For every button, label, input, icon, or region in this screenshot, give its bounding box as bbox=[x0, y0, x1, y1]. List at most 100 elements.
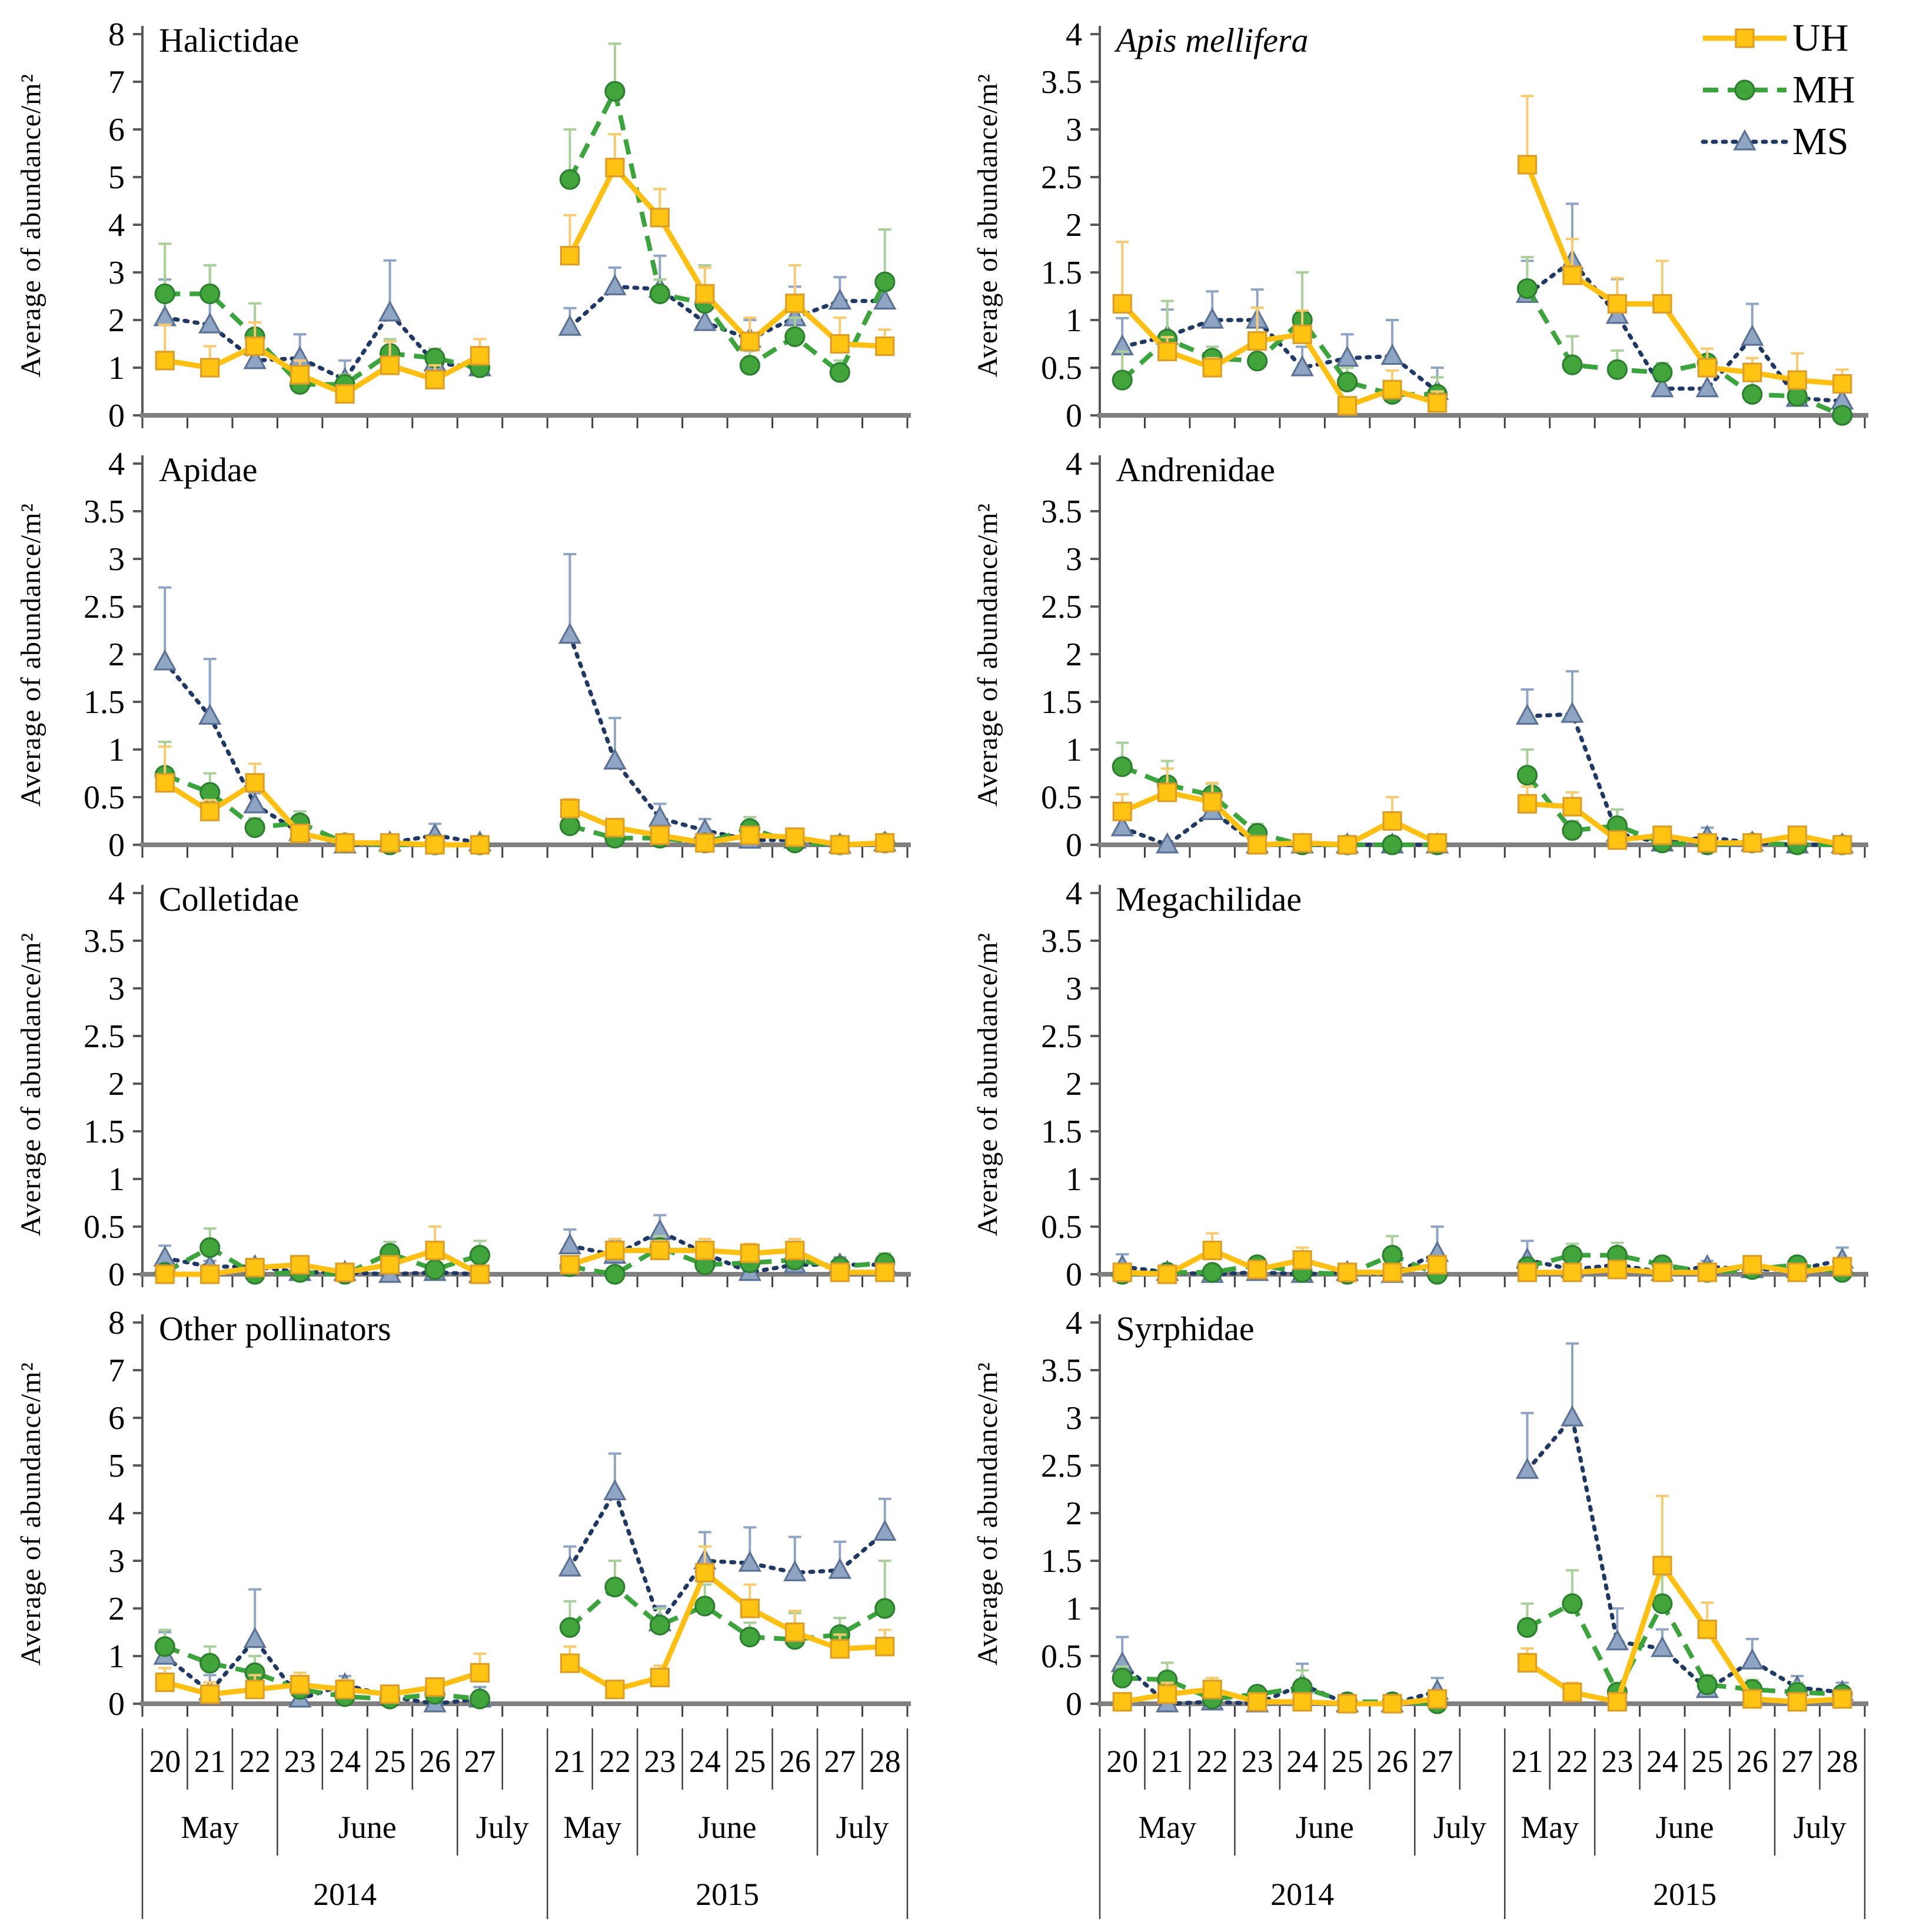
MS-marker bbox=[243, 348, 267, 369]
UH-marker bbox=[740, 825, 760, 845]
UH-marker bbox=[470, 835, 490, 855]
UH-marker bbox=[875, 1263, 895, 1283]
UH-marker bbox=[605, 1680, 625, 1700]
MS-marker bbox=[1290, 355, 1314, 377]
MS-marker bbox=[1605, 1629, 1629, 1651]
week-label: 26 bbox=[1376, 1744, 1408, 1779]
year-label: 2014 bbox=[1270, 1877, 1334, 1912]
y-tick-label: 4 bbox=[1066, 875, 1082, 912]
MH-marker bbox=[1516, 765, 1538, 786]
panel-megachilidae: Average of abundance/m² 0 0.5 1 1.5 2 2.5 3 3.5 4… bbox=[964, 870, 1913, 1299]
MH-marker bbox=[874, 1598, 896, 1619]
y-axis-label-text: Average of abundance/m² bbox=[15, 932, 46, 1237]
week-label: 24 bbox=[1646, 1744, 1678, 1779]
MS-marker bbox=[153, 649, 177, 671]
MH-marker bbox=[604, 1264, 626, 1285]
UH-marker bbox=[560, 1653, 580, 1673]
MS-marker bbox=[603, 1479, 627, 1501]
plot-area-apidae: 0 0.5 1 1.5 2 2.5 3 3.5 4 Apidae bbox=[54, 440, 913, 870]
UH-marker bbox=[1697, 1263, 1717, 1283]
y-tick-label: 1.5 bbox=[84, 1114, 125, 1150]
UH-marker bbox=[335, 1263, 355, 1283]
UH-marker bbox=[650, 825, 670, 845]
MS-marker bbox=[738, 1550, 762, 1572]
UH-marker bbox=[740, 1243, 760, 1263]
UH-marker bbox=[1607, 294, 1627, 314]
panel-halictidae: Average of abundance/m² 0 1 2 3 4 5 6 7 8 Halictid… bbox=[7, 11, 956, 440]
plot-area-megachilidae: 0 0.5 1 1.5 2 2.5 3 3.5 4 Megachilidae bbox=[1012, 870, 1871, 1299]
MS-marker bbox=[783, 1560, 807, 1581]
x-axis-table-left: 20 21 22 23 24 25 26 27 21 22 23 24 25 26 27 28 May June J… bbox=[141, 1728, 909, 1919]
y-tick-label: 1 bbox=[1066, 1591, 1082, 1627]
series-MH bbox=[1112, 741, 1852, 855]
panel-syrphidae-plot: 0 0.5 1 1.5 2 2.5 3 3.5 4 bbox=[1041, 1305, 1868, 1723]
MS-marker bbox=[1515, 1457, 1539, 1479]
UH-marker bbox=[155, 1672, 175, 1693]
series-MS bbox=[1110, 670, 1854, 854]
month-label: June bbox=[1655, 1810, 1714, 1845]
UH-marker bbox=[1247, 835, 1267, 855]
UH-marker bbox=[740, 1598, 760, 1618]
y-axis-label-text: Average of abundance/m² bbox=[972, 1361, 1003, 1666]
y-tick-label: 4 bbox=[108, 446, 125, 482]
plot-area-andrenidae: 0 0.5 1 1.5 2 2.5 3 3.5 4 Andrenidae bbox=[1012, 440, 1871, 870]
series-MS bbox=[153, 1452, 897, 1713]
MS-marker bbox=[558, 1233, 582, 1255]
y-tick-label: 4 bbox=[108, 1495, 125, 1532]
MH-line bbox=[1525, 287, 1843, 418]
MH-marker bbox=[1651, 362, 1672, 383]
UH-marker bbox=[560, 246, 580, 266]
week-label: 26 bbox=[1736, 1744, 1768, 1779]
MS-marker bbox=[693, 309, 717, 331]
UH-marker bbox=[1742, 1255, 1762, 1275]
series-MH bbox=[1112, 256, 1852, 426]
UH-marker bbox=[1292, 1692, 1312, 1712]
y-axis-label-colletidae: Average of abundance/m² bbox=[7, 870, 54, 1299]
series-UH bbox=[1112, 1232, 1852, 1284]
week-label: 22 bbox=[239, 1744, 271, 1779]
legend-item-MS: MS bbox=[1701, 122, 1855, 161]
MH-marker bbox=[1112, 369, 1133, 391]
UH-marker bbox=[1382, 379, 1402, 399]
series-UH bbox=[155, 1545, 895, 1704]
week-label: 23 bbox=[1241, 1744, 1273, 1779]
panel-other-pollinators-plot: 0 1 2 3 4 5 6 7 8 bbox=[108, 1305, 911, 1723]
y-tick-label: 5 bbox=[108, 1448, 125, 1484]
series-UH bbox=[155, 1225, 895, 1284]
y-tick-label: 4 bbox=[1066, 16, 1082, 53]
y-tick-label: 2.5 bbox=[1041, 589, 1082, 625]
UH-marker bbox=[1247, 331, 1267, 351]
MS-marker bbox=[1695, 376, 1719, 398]
UH-marker bbox=[650, 208, 670, 228]
MH-marker bbox=[1606, 359, 1628, 380]
legend-item-MH: MH bbox=[1701, 71, 1855, 109]
MS-marker bbox=[1335, 345, 1359, 367]
MS-marker bbox=[558, 1555, 582, 1577]
MH-marker bbox=[1696, 1674, 1718, 1696]
y-tick-label: 2.5 bbox=[1041, 1018, 1082, 1055]
y-tick-label: 0.5 bbox=[1041, 780, 1082, 816]
week-label: 24 bbox=[329, 1744, 361, 1779]
MH-marker bbox=[1561, 354, 1583, 375]
MS-marker bbox=[1380, 344, 1404, 365]
UH-marker bbox=[1112, 1692, 1132, 1712]
week-label: 28 bbox=[869, 1744, 901, 1779]
week-label: 22 bbox=[599, 1744, 631, 1779]
week-label: 20 bbox=[149, 1744, 181, 1779]
UH-marker bbox=[335, 833, 355, 853]
UH-marker bbox=[470, 346, 490, 366]
y-axis-label-text: Average of abundance/m² bbox=[972, 73, 1003, 378]
UH-marker bbox=[1742, 833, 1762, 853]
UH-marker bbox=[1427, 1689, 1447, 1709]
MH-marker bbox=[199, 283, 221, 305]
MS-marker bbox=[378, 300, 402, 322]
plot-area-syrphidae: 0 0.5 1 1.5 2 2.5 3 3.5 4 Syrphidae bbox=[1012, 1299, 1871, 1728]
UH-marker bbox=[380, 1255, 400, 1275]
week-label: 21 bbox=[1511, 1744, 1543, 1779]
y-tick-label: 3.5 bbox=[84, 494, 125, 530]
UH-marker bbox=[1292, 324, 1312, 344]
x-axis-block-left: 20 21 22 23 24 25 26 27 21 22 23 24 25 26 27 28 May June J… bbox=[7, 1728, 956, 1919]
y-tick-label: 3 bbox=[1066, 971, 1082, 1007]
UH-marker bbox=[1832, 1257, 1852, 1277]
UH-marker bbox=[1562, 797, 1582, 817]
